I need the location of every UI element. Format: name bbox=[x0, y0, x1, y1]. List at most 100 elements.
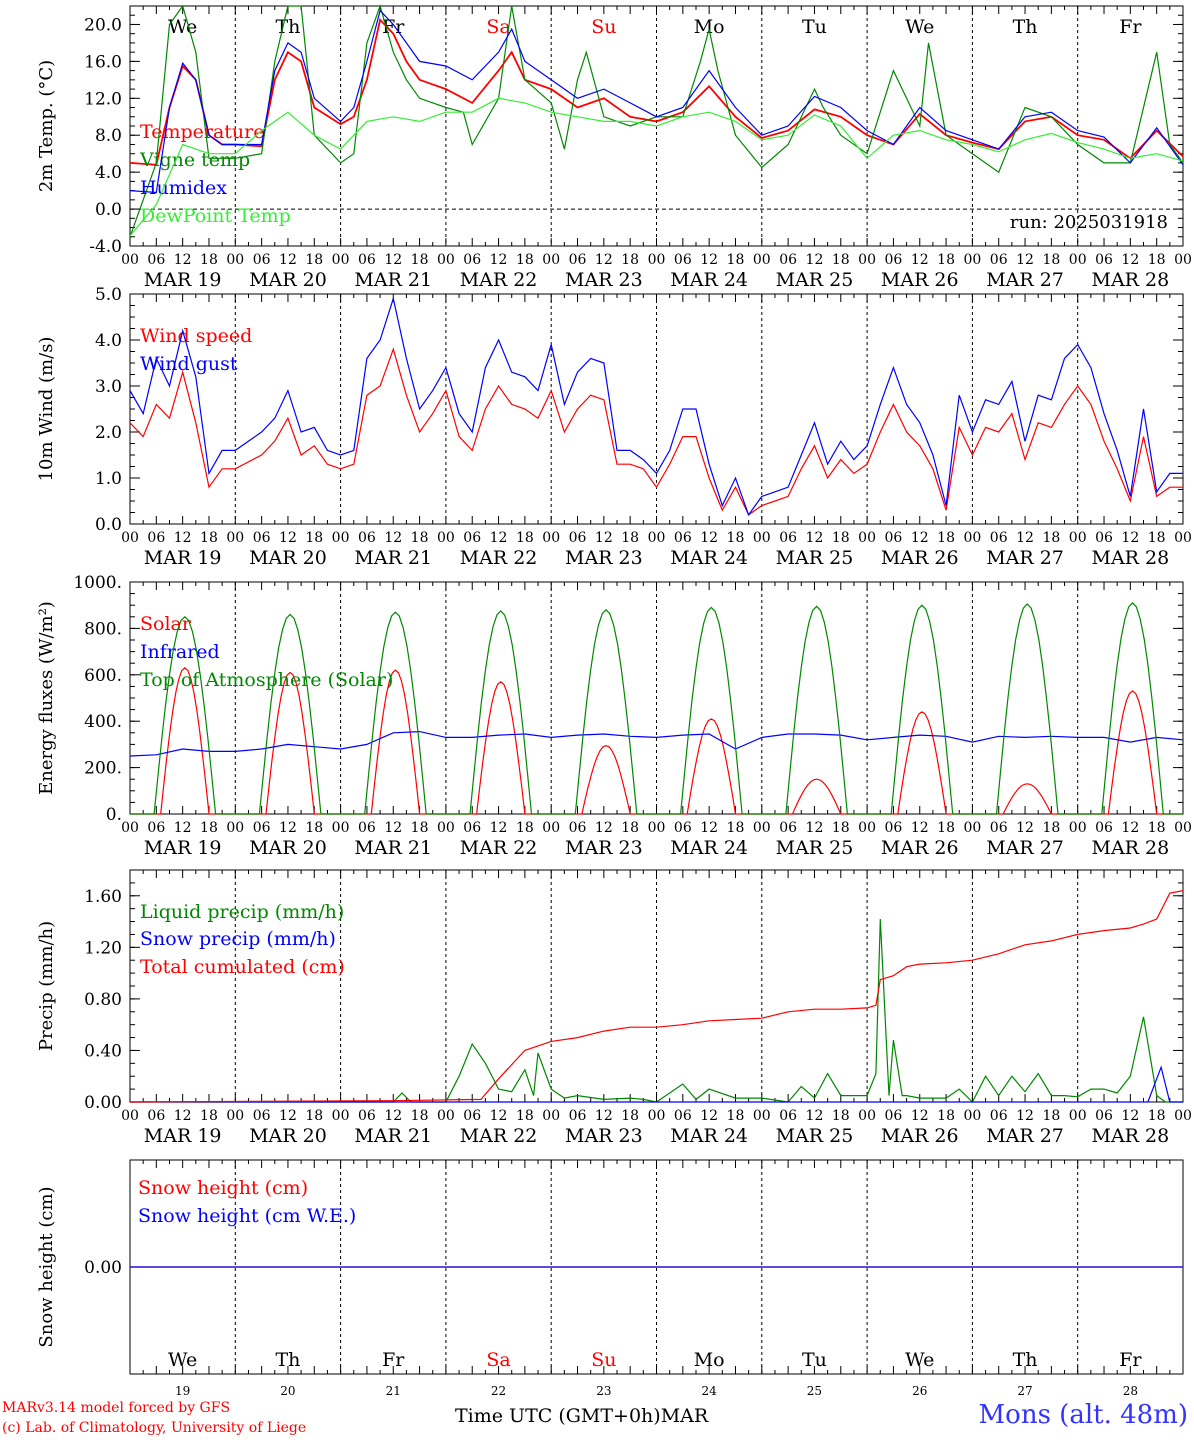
y-tick-label: 5.0 bbox=[95, 285, 122, 305]
x-hour-label: 06 bbox=[990, 1108, 1008, 1124]
x-hour-label: 00 bbox=[753, 530, 771, 546]
x-date-label: MAR 28 bbox=[1091, 1125, 1169, 1147]
x-hour-label: 12 bbox=[490, 820, 508, 836]
x-hour-label: 12 bbox=[806, 530, 824, 546]
x-hour-label: 18 bbox=[621, 820, 639, 836]
x-hour-label: 06 bbox=[1095, 252, 1113, 268]
x-hour-label: 12 bbox=[1121, 820, 1139, 836]
weekday-label: Th bbox=[1013, 1349, 1038, 1371]
x-hour-label: 00 bbox=[542, 820, 560, 836]
x-hour-label: 00 bbox=[858, 252, 876, 268]
x-hour-label: 06 bbox=[779, 252, 797, 268]
x-hour-label: 12 bbox=[700, 1108, 718, 1124]
x-hour-label: 18 bbox=[305, 820, 323, 836]
day-number-label: 22 bbox=[491, 1384, 506, 1398]
x-hour-label: 12 bbox=[384, 1108, 402, 1124]
x-hour-label: 00 bbox=[963, 252, 981, 268]
weekday-label: Fr bbox=[382, 1349, 405, 1371]
x-date-label: MAR 26 bbox=[881, 269, 959, 291]
legend-entry: Top of Atmosphere (Solar) bbox=[140, 669, 393, 691]
legend-entry: Wind gust bbox=[140, 353, 238, 375]
x-hour-label: 06 bbox=[885, 1108, 903, 1124]
x-date-label: MAR 19 bbox=[144, 547, 222, 569]
x-hour-label: 18 bbox=[305, 530, 323, 546]
y-axis-label: Snow height (cm) bbox=[36, 1186, 57, 1347]
x-hour-label: 18 bbox=[937, 530, 955, 546]
x-date-label: MAR 22 bbox=[460, 1125, 538, 1147]
x-hour-label: 06 bbox=[885, 252, 903, 268]
model-credit: MARv3.14 model forced by GFS bbox=[2, 1400, 231, 1416]
panel-2: 0.0 1.0 2.0 3.0 4.0 5.0 10m Wind (m/s) 00 06 12 18… bbox=[36, 285, 1192, 569]
legend-entry: Temperature bbox=[140, 121, 264, 143]
y-tick-label: 4.0 bbox=[95, 163, 122, 183]
x-hour-label: 00 bbox=[121, 1108, 139, 1124]
x-date-label: MAR 20 bbox=[249, 1125, 327, 1147]
x-hour-label: 12 bbox=[490, 252, 508, 268]
x-hour-label: 18 bbox=[1148, 1108, 1166, 1124]
x-date-label: MAR 24 bbox=[670, 1125, 748, 1147]
x-hour-label: 12 bbox=[595, 530, 613, 546]
x-hour-label: 00 bbox=[226, 1108, 244, 1124]
legend-entry: Solar bbox=[140, 613, 192, 635]
x-hour-label: 18 bbox=[411, 252, 429, 268]
weekday-label: Mo bbox=[694, 1349, 725, 1371]
x-hour-label: 12 bbox=[911, 252, 929, 268]
weekday-label: Sa bbox=[486, 16, 510, 38]
y-tick-label: 0. bbox=[106, 805, 122, 825]
x-hour-label: 12 bbox=[911, 820, 929, 836]
day-number-label: 21 bbox=[386, 1384, 401, 1398]
x-hour-label: 00 bbox=[332, 252, 350, 268]
legend-entry: Total cumulated (cm) bbox=[140, 956, 345, 978]
x-date-label: MAR 25 bbox=[776, 837, 854, 859]
x-date-label: MAR 23 bbox=[565, 837, 643, 859]
x-hour-label: 00 bbox=[858, 530, 876, 546]
x-date-label: MAR 27 bbox=[986, 547, 1064, 569]
weekday-label: Th bbox=[275, 1349, 300, 1371]
x-date-label: MAR 23 bbox=[565, 547, 643, 569]
x-date-label: MAR 22 bbox=[460, 837, 538, 859]
x-hour-label: 12 bbox=[174, 820, 192, 836]
series-line bbox=[129, 9, 1184, 194]
x-hour-label: 06 bbox=[253, 1108, 271, 1124]
x-hour-label: 12 bbox=[911, 530, 929, 546]
panel-1: -4.0 0.0 4.0 8.0 12.0 16.0 20.0 2m Temp. (°C) 00… bbox=[36, 4, 1192, 291]
x-hour-label: 18 bbox=[621, 252, 639, 268]
weekday-label: Tu bbox=[802, 1349, 827, 1371]
y-tick-label: 20.0 bbox=[84, 15, 122, 35]
x-date-label: MAR 22 bbox=[460, 547, 538, 569]
panel-5: 0.00 Snow height (cm) We Th Fr Sa Su Mo Tu We Th Fr… bbox=[36, 1159, 1184, 1398]
x-hour-label: 12 bbox=[1121, 530, 1139, 546]
weekday-label: Fr bbox=[1119, 16, 1142, 38]
x-hour-label: 12 bbox=[1121, 1108, 1139, 1124]
x-hour-label: 00 bbox=[1069, 820, 1087, 836]
x-hour-label: 06 bbox=[253, 252, 271, 268]
x-hour-label: 12 bbox=[806, 1108, 824, 1124]
x-hour-label: 12 bbox=[490, 1108, 508, 1124]
x-hour-label: 12 bbox=[384, 252, 402, 268]
x-hour-label: 12 bbox=[490, 530, 508, 546]
x-hour-label: 06 bbox=[147, 252, 165, 268]
x-hour-label: 18 bbox=[411, 530, 429, 546]
panel-4: 0.00 0.40 0.80 1.20 1.60 Precip (mm/h) 00 06 12 1… bbox=[36, 869, 1192, 1147]
series-line bbox=[130, 602, 1183, 815]
x-hour-label: 18 bbox=[727, 820, 745, 836]
x-hour-label: 18 bbox=[1042, 1108, 1060, 1124]
run-label: run: 2025031918 bbox=[1010, 212, 1168, 233]
x-hour-label: 00 bbox=[332, 1108, 350, 1124]
day-number-label: 26 bbox=[912, 1384, 927, 1398]
x-hour-label: 12 bbox=[595, 820, 613, 836]
x-hour-label: 12 bbox=[174, 530, 192, 546]
x-date-label: MAR 25 bbox=[776, 269, 854, 291]
weekday-label: Th bbox=[1013, 16, 1038, 38]
x-hour-label: 06 bbox=[1095, 530, 1113, 546]
x-date-label: MAR 24 bbox=[670, 837, 748, 859]
series-line bbox=[129, 347, 1183, 516]
lab-credit: (c) Lab. of Climatology, University of L… bbox=[2, 1420, 307, 1436]
x-hour-label: 06 bbox=[779, 820, 797, 836]
y-tick-label: -4.0 bbox=[89, 237, 122, 257]
y-tick-label: 8.0 bbox=[95, 126, 122, 146]
x-hour-label: 12 bbox=[700, 530, 718, 546]
y-tick-label: 16.0 bbox=[84, 52, 122, 72]
weekday-label: We bbox=[905, 1349, 934, 1371]
